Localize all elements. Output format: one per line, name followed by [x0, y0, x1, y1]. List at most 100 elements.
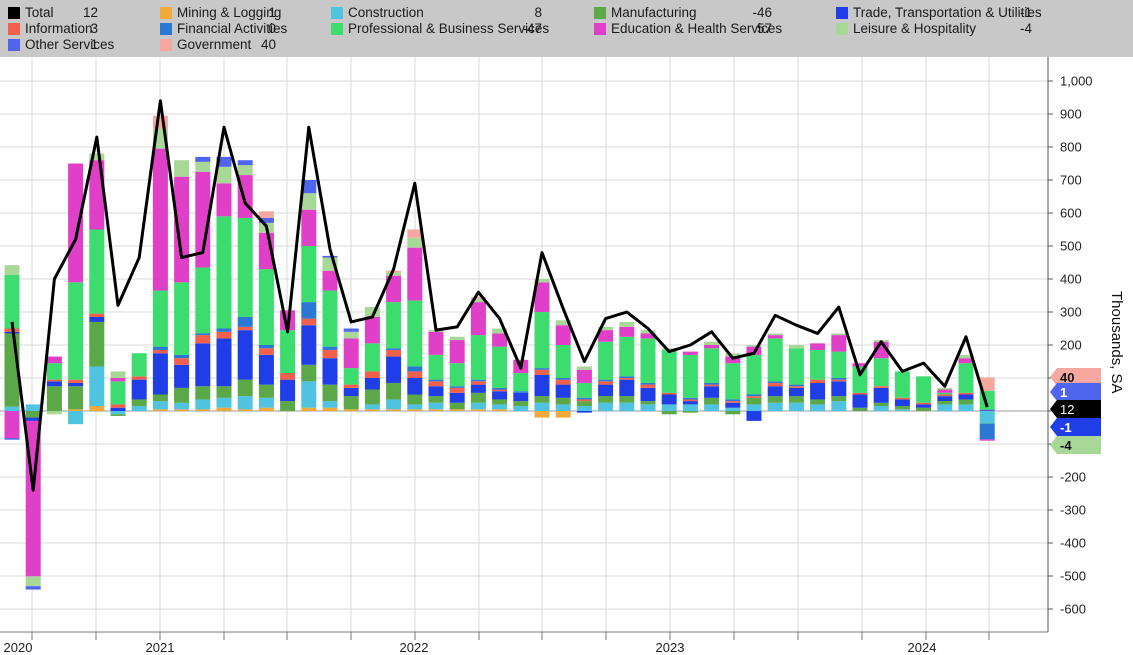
bar-segment	[788, 384, 804, 387]
bar-segment	[555, 325, 571, 345]
bar-segment	[576, 411, 592, 413]
bar-segment	[110, 414, 126, 416]
legend-value: 40	[260, 37, 276, 52]
legend-swatch	[836, 23, 848, 35]
bar-segment	[195, 399, 211, 410]
legend-label: Government	[177, 37, 252, 52]
bar-segment	[534, 312, 550, 369]
bar-segment	[152, 353, 168, 395]
bar-segment	[661, 411, 677, 415]
bar-segment	[322, 270, 338, 291]
bar-segment	[195, 386, 211, 400]
bar-segment	[174, 354, 190, 359]
bar-segment	[555, 404, 571, 411]
y-tick-label: 700	[1060, 173, 1082, 188]
bar-segment	[322, 384, 338, 402]
bar-segment	[767, 381, 783, 383]
bar-segment	[682, 404, 698, 411]
bar-segment	[810, 382, 826, 400]
bar-segment	[152, 290, 168, 347]
bar-segment	[343, 368, 359, 385]
bar-segment	[788, 348, 804, 385]
legend-label: Other Services	[25, 37, 115, 52]
bar-segment	[640, 330, 656, 334]
bar-segment	[343, 387, 359, 397]
bar-segment	[831, 379, 847, 382]
bar-segment	[216, 407, 232, 411]
bar-segment	[131, 399, 147, 407]
bar-segment	[958, 394, 974, 400]
bar-segment	[725, 356, 741, 364]
bar-segment	[598, 330, 614, 342]
bar-segment	[258, 269, 274, 345]
bar-segment	[831, 401, 847, 411]
bar-segment	[386, 302, 402, 349]
bar-segment	[301, 246, 317, 303]
bar-segment	[937, 401, 953, 405]
bar-segment	[767, 333, 783, 336]
bar-segment	[534, 369, 550, 375]
bar-segment	[640, 404, 656, 411]
bar-segment	[576, 401, 592, 407]
bar-segment	[4, 275, 20, 329]
bar-segment	[937, 392, 953, 395]
bar-segment	[322, 349, 338, 359]
bar-segment	[280, 401, 296, 411]
bar-segment	[449, 336, 465, 341]
badge-background	[1050, 436, 1101, 454]
bar-segment	[343, 384, 359, 388]
bar-segment	[301, 364, 317, 382]
bar-segment	[428, 386, 444, 397]
last-value-badge: 1	[1050, 383, 1101, 401]
bar-segment	[152, 394, 168, 402]
bar-segment	[746, 354, 762, 395]
bar-segment	[852, 407, 868, 411]
bar-segment	[110, 378, 126, 382]
bar-segment	[555, 345, 571, 378]
bar-segment	[788, 402, 804, 411]
bar-segment	[767, 396, 783, 403]
bar-segment	[513, 401, 529, 407]
badge-label: 12	[1060, 402, 1074, 417]
x-tick-label: 2020	[4, 640, 33, 655]
bar-segment	[492, 404, 508, 410]
bar-segment	[682, 401, 698, 405]
bar-segment	[958, 354, 974, 359]
bar-segment	[576, 397, 592, 400]
bar-segment	[682, 399, 698, 402]
bar-segment	[788, 387, 804, 397]
legend-swatch	[8, 7, 20, 19]
bar-segment	[89, 406, 105, 411]
bar-segment	[4, 406, 20, 411]
bar-segment	[301, 180, 317, 194]
bar-segment	[174, 409, 190, 411]
bar-segment	[174, 387, 190, 403]
badge-label: 1	[1060, 385, 1067, 400]
bar-segment	[449, 363, 465, 387]
bar-segment	[216, 328, 232, 332]
bar-segment	[788, 345, 804, 349]
bar-segment	[68, 379, 84, 383]
bar-segment	[640, 401, 656, 405]
bar-segment	[237, 165, 253, 176]
bar-segment	[301, 407, 317, 411]
bar-segment	[598, 381, 614, 385]
bar-segment	[195, 161, 211, 172]
bar-segment	[979, 423, 995, 425]
y-tick-label: 1,000	[1060, 74, 1093, 89]
bar-segment	[89, 229, 105, 314]
bar-segment	[640, 338, 656, 383]
bar-segment	[4, 265, 20, 276]
bar-segment	[407, 247, 423, 301]
bar-segment	[534, 374, 550, 397]
bar-segment	[195, 335, 211, 344]
bar-segment	[25, 404, 41, 411]
legend-label: Information	[25, 21, 93, 36]
legend-label: Manufacturing	[611, 5, 697, 20]
bar-segment	[195, 409, 211, 411]
legend-value: 1	[268, 5, 276, 20]
bar-segment	[25, 586, 41, 590]
legend-swatch	[331, 23, 343, 35]
legend-swatch	[160, 39, 172, 51]
bar-segment	[852, 363, 868, 367]
